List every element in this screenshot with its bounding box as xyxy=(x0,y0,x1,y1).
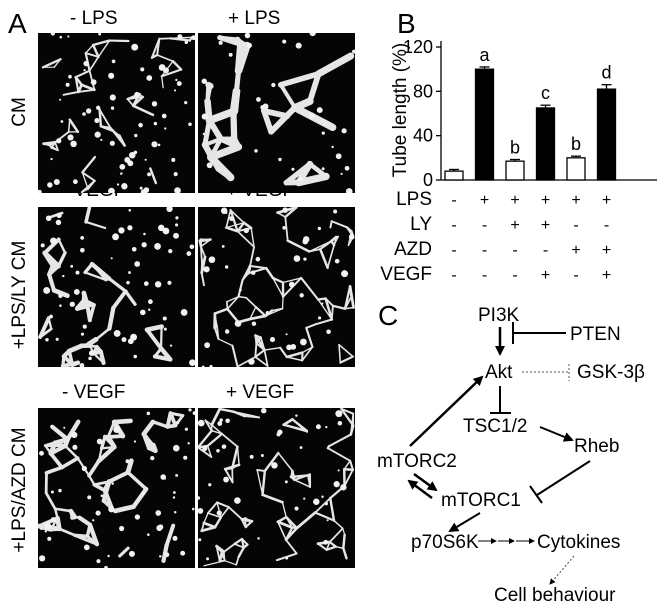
micrograph-cm-minus-lps xyxy=(38,33,195,193)
panel-a-letter: A xyxy=(8,8,27,39)
micrograph-azd-plus-vegf xyxy=(198,408,355,568)
node-tsc12: TSC1/2 xyxy=(463,416,527,437)
inhibit-rheb-mtorc1-bar xyxy=(529,485,543,504)
arrow-mtorc1-mtorc2 xyxy=(407,479,433,500)
node-pi3k: PI3K xyxy=(478,305,520,326)
node-akt: Akt xyxy=(485,362,513,383)
panel-c-letter: C xyxy=(378,300,399,331)
node-rheb: Rheb xyxy=(574,436,619,457)
arrow-mtorc1-p70s6k xyxy=(448,512,481,533)
arrow-cytokines-cell xyxy=(549,555,575,585)
arrow-mtorc2-akt xyxy=(409,375,484,447)
micrograph-ly-plus-vegf xyxy=(198,207,355,367)
row3-left-label: - VEGF xyxy=(62,382,126,403)
panel-b-letter: B xyxy=(397,8,416,39)
row3-right-label: + VEGF xyxy=(226,382,295,403)
micrograph-cm-plus-lps xyxy=(198,33,355,193)
row1-right-label: + LPS xyxy=(228,8,281,29)
micrograph-azd-minus-vegf xyxy=(38,408,195,568)
node-cytokines: Cytokines xyxy=(537,532,620,553)
inhibit-rheb-mtorc1 xyxy=(536,460,591,496)
node-gsk3b: GSK-3β xyxy=(577,362,645,383)
arrow-tsc-rheb xyxy=(539,426,574,442)
micrograph-ly-minus-vegf xyxy=(38,207,195,367)
node-p70s6k: p70S6K xyxy=(411,532,479,553)
row1-left-label: - LPS xyxy=(70,8,118,29)
node-mtorc1: mTORC1 xyxy=(441,490,521,511)
node-pten: PTEN xyxy=(570,324,621,345)
arrow-mtorc2-mtorc1 xyxy=(413,472,438,492)
node-cell-behaviour: Cell behaviour xyxy=(494,585,616,606)
node-mtorc2: mTORC2 xyxy=(377,451,457,472)
